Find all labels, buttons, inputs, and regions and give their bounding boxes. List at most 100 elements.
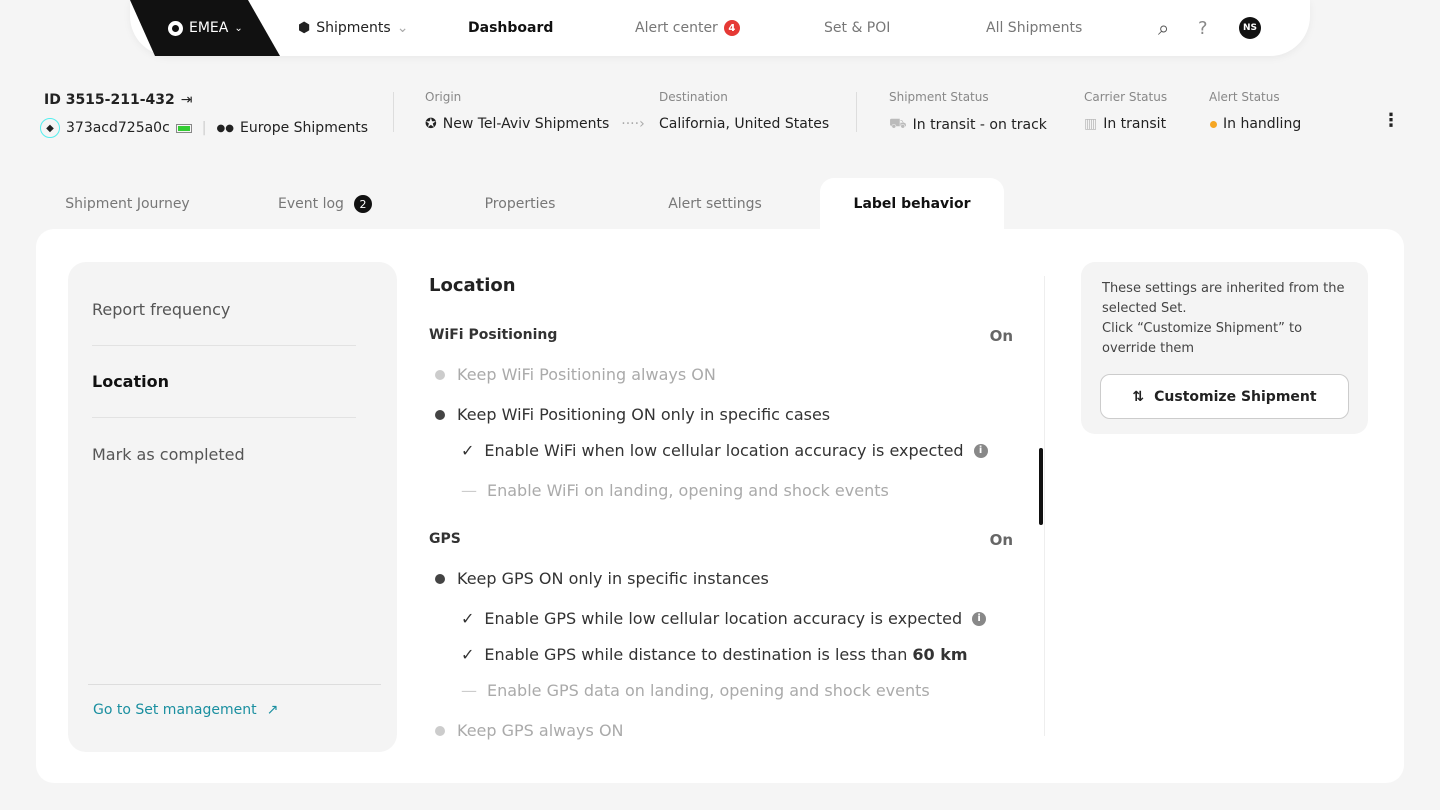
nav-dashboard[interactable]: Dashboard — [468, 20, 554, 36]
status-dot-icon — [1210, 120, 1217, 128]
info-icon[interactable]: i — [972, 611, 987, 626]
alert-count-badge: 4 — [723, 20, 740, 36]
check-icon: ✓ — [461, 609, 475, 628]
nav-alert-center[interactable]: Alert center 4 — [635, 0, 740, 56]
scrollbar-thumb[interactable] — [1039, 448, 1043, 525]
arrow-icon: ····› — [621, 116, 645, 132]
option-dash[interactable]: — Enable WiFi on landing, opening and sho… — [461, 481, 889, 500]
battery-icon — [175, 123, 192, 133]
option-radio-off[interactable]: Keep GPS always ON — [435, 721, 624, 740]
external-link-icon: ↗ — [266, 702, 279, 718]
gps-status: On — [989, 531, 1013, 549]
top-nav: EMEA ⌄ ⬢ Shipments ⌄ Dashboard Alert cente… — [130, 0, 1310, 56]
sidebar-item-location[interactable]: Location — [92, 346, 356, 418]
settings-sidebar: Report frequency Location Mark as comple… — [68, 262, 397, 752]
radio-unselected-icon — [435, 369, 445, 380]
alert-status-value: In handling — [1223, 116, 1302, 132]
distance-value: 60 km — [912, 645, 968, 664]
option-check[interactable]: ✓ Enable GPS while distance to destinatio… — [461, 645, 968, 664]
wifi-header: WiFi Positioning On — [429, 327, 1013, 345]
label-id[interactable]: 373acd725a0c — [66, 120, 170, 136]
chevron-down-icon: ⌄ — [396, 20, 409, 36]
dash-icon: — — [461, 681, 477, 700]
link-text: Go to Set management — [93, 702, 257, 718]
gps-header: GPS On — [429, 531, 1013, 549]
radio-selected-icon — [435, 409, 445, 420]
boxes-icon: ⬢ — [298, 20, 311, 36]
customize-shipment-button[interactable]: ⇅ Customize Shipment — [1100, 374, 1349, 419]
check-icon: ✓ — [461, 441, 475, 460]
info-text: These settings are inherited from the se… — [1102, 281, 1345, 316]
more-options-icon[interactable]: ⋮ — [1382, 110, 1400, 131]
shipment-id-text: ID 3515-211-432 — [44, 92, 175, 108]
alert-status: In handling — [1210, 116, 1301, 132]
set-icon: ●● — [216, 122, 234, 134]
shipment-status: ⛟ In transit - on track — [889, 116, 1047, 134]
divider — [856, 92, 857, 132]
tab-label-behavior[interactable]: Label behavior — [820, 178, 1004, 230]
gps-title: GPS — [429, 531, 461, 547]
origin-label: Origin — [425, 90, 462, 104]
option-check[interactable]: ✓ Enable WiFi when low cellular location … — [461, 441, 988, 460]
event-count-badge: 2 — [353, 195, 372, 213]
wifi-status: On — [989, 327, 1013, 345]
divider — [88, 684, 381, 685]
option-radio-off[interactable]: Keep WiFi Positioning always ON — [435, 365, 716, 384]
barcode-icon: ▥ — [1084, 116, 1098, 132]
tab-properties[interactable]: Properties — [484, 196, 556, 212]
nav-all-shipments[interactable]: All Shipments — [986, 20, 1083, 36]
option-dash[interactable]: — Enable GPS data on landing, opening and… — [461, 681, 930, 700]
avatar[interactable]: NS — [1239, 17, 1261, 39]
carrier-status-value: In transit — [1103, 116, 1167, 132]
tab-alert-settings[interactable]: Alert settings — [668, 196, 762, 212]
info-icon[interactable]: i — [973, 443, 988, 458]
section-title: Location — [429, 275, 516, 296]
option-text: Enable WiFi on landing, opening and shoc… — [487, 481, 889, 500]
info-text-2: Click “Customize Shipment” to override t… — [1102, 321, 1303, 356]
option-radio-on[interactable]: Keep GPS ON only in specific instances — [435, 569, 769, 588]
sidebar-item-mark-as-completed[interactable]: Mark as completed — [92, 444, 245, 464]
sidebar-item-report-frequency[interactable]: Report frequency — [92, 274, 356, 346]
option-text: Keep GPS always ON — [457, 721, 624, 740]
option-text: Enable GPS data on landing, opening and … — [487, 681, 930, 700]
carrier-status-label: Carrier Status — [1084, 90, 1168, 104]
nav-set-poi[interactable]: Set & POI — [824, 20, 891, 36]
inherited-info-panel: These settings are inherited from the se… — [1081, 262, 1368, 434]
shipments-label: Shipments — [316, 20, 391, 36]
check-icon: ✓ — [461, 645, 475, 664]
destination-label: Destination — [659, 90, 728, 104]
go-to-set-management-link[interactable]: Go to Set management ↗ — [93, 702, 278, 718]
option-check[interactable]: ✓ Enable GPS while low cellular location … — [461, 609, 987, 628]
option-text: Keep WiFi Positioning ON only in specifi… — [457, 405, 831, 424]
alert-center-label: Alert center — [635, 20, 718, 36]
region-selector[interactable]: EMEA ⌄ — [130, 0, 280, 56]
radio-selected-icon — [435, 573, 445, 584]
wifi-title: WiFi Positioning — [429, 327, 558, 343]
tab-event-log[interactable]: Event log 2 — [240, 178, 410, 230]
region-label: EMEA — [189, 20, 229, 36]
tab-shipment-journey[interactable]: Shipment Journey — [65, 196, 190, 212]
truck-icon: ⛟ — [889, 116, 907, 132]
set-name[interactable]: Europe Shipments — [239, 120, 369, 136]
star-icon: ✪ — [425, 116, 437, 132]
origin-value: New Tel-Aviv Shipments — [442, 116, 610, 132]
divider — [393, 92, 394, 132]
tag-icon: ◆ — [40, 118, 60, 138]
logo-icon — [168, 20, 183, 36]
carrier-status: ▥ In transit — [1084, 116, 1166, 132]
option-text: Keep WiFi Positioning always ON — [457, 365, 716, 384]
destination-value: California, United States — [659, 116, 830, 132]
help-icon[interactable]: ? — [1198, 17, 1208, 39]
option-text: Enable WiFi when low cellular location a… — [484, 441, 964, 460]
shipments-menu[interactable]: ⬢ Shipments ⌄ — [298, 0, 408, 56]
shipment-status-label: Shipment Status — [889, 90, 989, 104]
search-icon[interactable]: ⌕ — [1158, 16, 1170, 40]
label-info: ◆ 373acd725a0c | ●● Europe Shipments — [40, 118, 368, 138]
option-radio-on[interactable]: Keep WiFi Positioning ON only in specifi… — [435, 405, 830, 424]
option-text: Keep GPS ON only in specific instances — [457, 569, 769, 588]
shipment-status-value: In transit - on track — [912, 117, 1047, 133]
chevron-down-icon: ⌄ — [234, 22, 243, 34]
alert-status-label: Alert Status — [1209, 90, 1280, 104]
logout-icon[interactable]: ⇥ — [180, 92, 193, 108]
sliders-icon: ⇅ — [1132, 388, 1145, 405]
